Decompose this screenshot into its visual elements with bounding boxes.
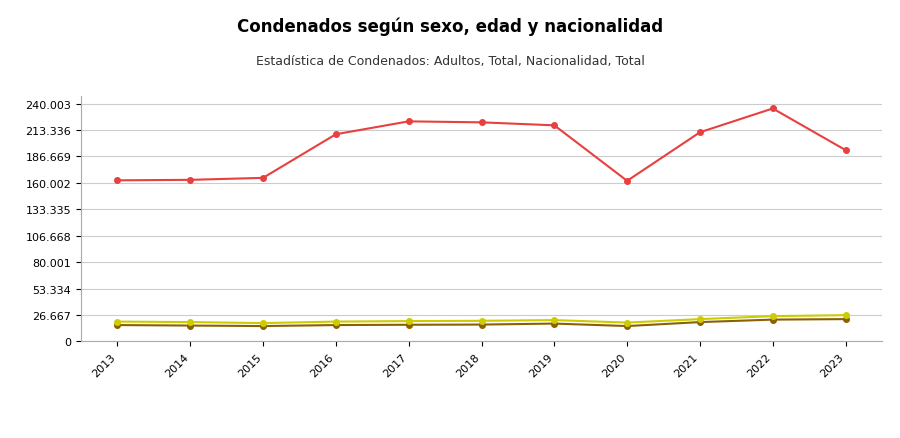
Española — [257, 176, 268, 181]
De América — [695, 317, 706, 322]
Española — [768, 106, 778, 112]
De América — [841, 313, 851, 318]
De Africa — [330, 323, 341, 328]
De Africa — [622, 324, 633, 329]
Española — [549, 124, 560, 129]
De Africa — [841, 317, 851, 322]
De América — [112, 319, 122, 325]
Española — [112, 178, 122, 184]
Text: Estadística de Condenados: Adultos, Total, Nacionalidad, Total: Estadística de Condenados: Adultos, Tota… — [256, 55, 644, 68]
Text: Condenados según sexo, edad y nacionalidad: Condenados según sexo, edad y nacionalid… — [237, 18, 663, 36]
De Africa — [403, 322, 414, 328]
Española — [403, 120, 414, 125]
Line: De Africa: De Africa — [114, 317, 849, 329]
De América — [549, 318, 560, 323]
Line: Española: Española — [114, 106, 849, 184]
De Africa — [257, 324, 268, 329]
De América — [257, 321, 268, 326]
De América — [476, 318, 487, 324]
De Africa — [184, 323, 195, 328]
Española — [330, 132, 341, 138]
De Africa — [476, 322, 487, 328]
De Africa — [695, 320, 706, 325]
Española — [476, 120, 487, 126]
Española — [184, 178, 195, 183]
Española — [695, 131, 706, 136]
De América — [622, 320, 633, 325]
Española — [841, 148, 851, 153]
De América — [184, 320, 195, 325]
De Africa — [768, 317, 778, 322]
De América — [768, 314, 778, 319]
De Africa — [549, 321, 560, 326]
Line: De América: De América — [114, 313, 849, 326]
De Africa — [112, 323, 122, 328]
Española — [622, 179, 633, 184]
De América — [403, 319, 414, 324]
De América — [330, 319, 341, 325]
